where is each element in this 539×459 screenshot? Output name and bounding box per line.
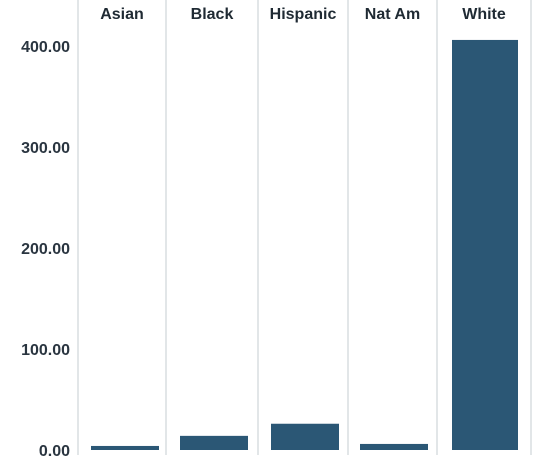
y-tick-label: 200.00 xyxy=(21,241,70,258)
category-label: Hispanic xyxy=(270,6,337,23)
bar-hispanic[interactable] xyxy=(271,423,339,450)
category-headers: Asian Black Hispanic Nat Am White xyxy=(100,6,506,23)
panel-dividers xyxy=(77,0,532,455)
y-tick-label: 100.00 xyxy=(21,342,70,359)
bars xyxy=(91,39,518,450)
y-axis: 0.00 100.00 200.00 300.00 400.00 xyxy=(21,39,70,459)
bar-white[interactable] xyxy=(452,39,518,450)
category-label: Nat Am xyxy=(365,6,420,23)
category-label: Asian xyxy=(100,6,144,23)
y-tick-label: 0.00 xyxy=(39,443,70,459)
bar-asian[interactable] xyxy=(91,445,159,450)
bar-black[interactable] xyxy=(180,435,248,450)
category-label: White xyxy=(462,6,506,23)
bar-nat-am[interactable] xyxy=(360,443,428,450)
y-tick-label: 300.00 xyxy=(21,140,70,157)
y-tick-label: 400.00 xyxy=(21,39,70,56)
category-label: Black xyxy=(191,6,234,23)
